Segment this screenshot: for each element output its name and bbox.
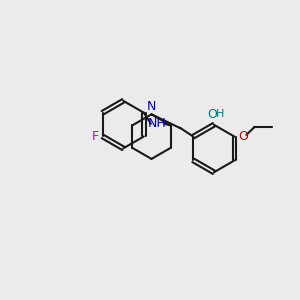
Text: NH: NH — [148, 117, 167, 130]
Text: H: H — [216, 110, 225, 119]
Text: O: O — [208, 108, 218, 121]
Text: N: N — [147, 100, 156, 113]
Text: O: O — [238, 130, 248, 143]
Text: F: F — [92, 130, 99, 143]
